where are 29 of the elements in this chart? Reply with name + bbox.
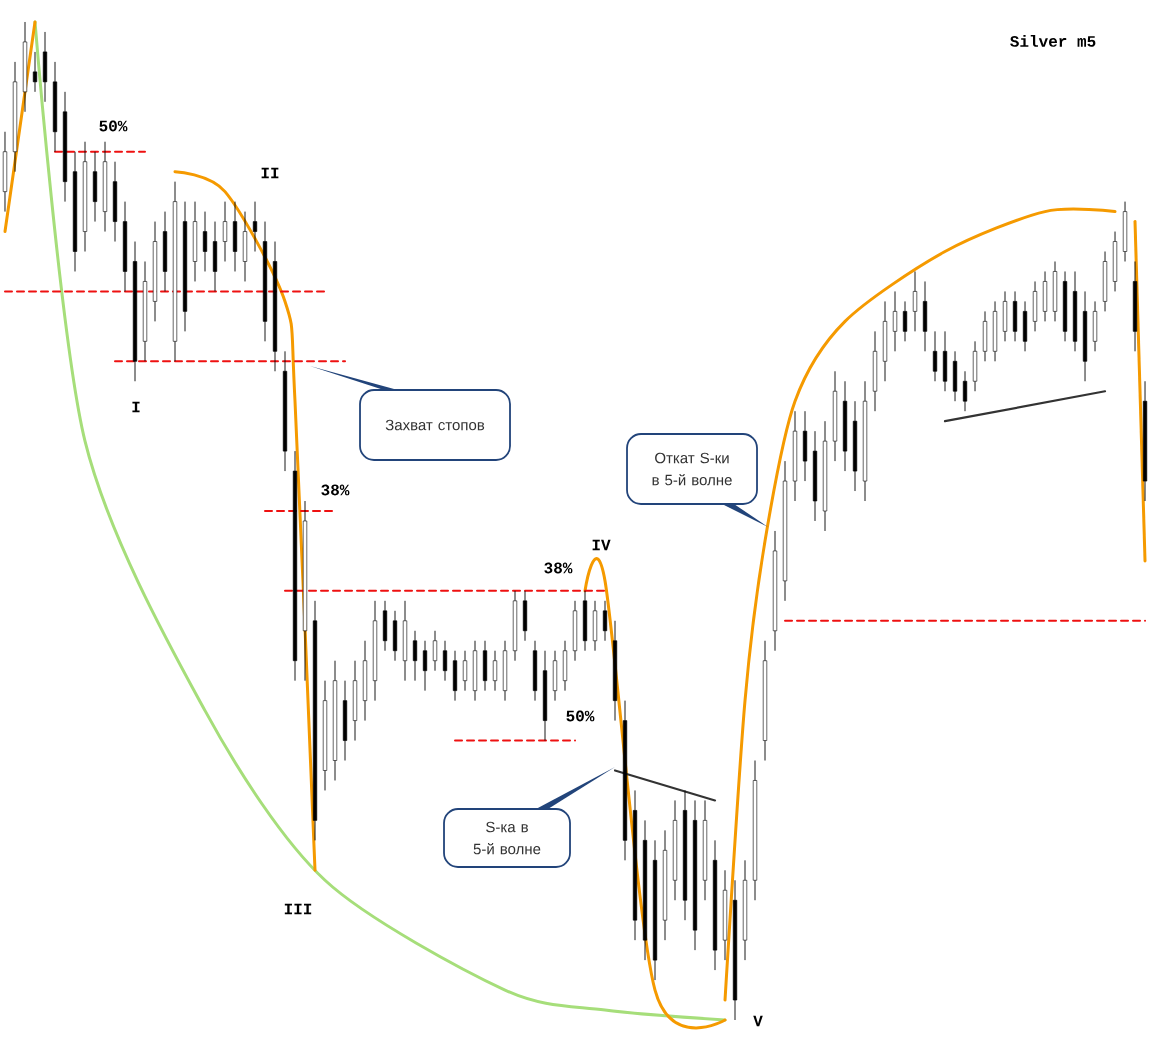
candlestick — [252, 201, 258, 252]
candlestick — [202, 211, 208, 272]
text: Silver m5 — [1010, 35, 1096, 47]
candlestick — [442, 640, 448, 682]
candlestick — [892, 290, 898, 352]
candlestick — [602, 600, 608, 642]
annotation: 50% — [566, 710, 595, 722]
annotation: 38% — [321, 484, 350, 496]
candlestick — [902, 300, 908, 342]
annotation: III — [284, 903, 312, 915]
annotation: Откат S-ки в 5-й волне — [652, 452, 732, 486]
annotation: 50% — [99, 120, 128, 132]
candlestick — [432, 630, 438, 672]
candlestick — [412, 630, 418, 682]
candlestick — [932, 330, 938, 382]
candlestick — [222, 201, 228, 262]
annotation: Захват стопов — [385, 419, 485, 431]
annotation: S-ка в 5-й волне — [473, 821, 541, 855]
candlestick — [912, 271, 918, 332]
annotation: IV — [592, 539, 611, 551]
candlestick — [422, 640, 428, 692]
candlestick — [462, 650, 468, 692]
candlestick — [32, 51, 38, 93]
candlestick — [492, 650, 498, 692]
candlestick — [962, 370, 968, 412]
annotation: V — [753, 1015, 763, 1027]
annotation: I — [132, 401, 140, 413]
annotation: II — [261, 167, 279, 179]
annotation: 38% — [544, 562, 573, 574]
